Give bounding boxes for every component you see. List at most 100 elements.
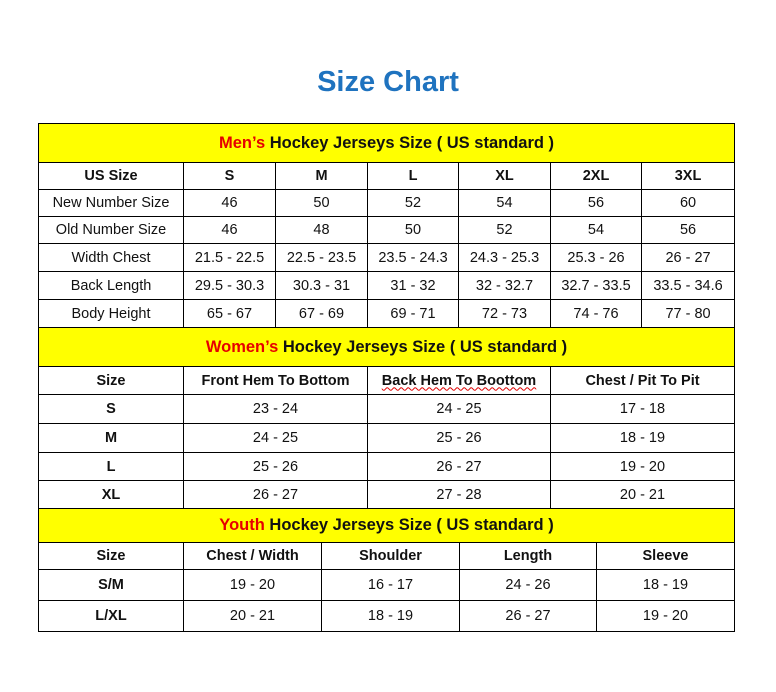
table-cell: 48	[275, 216, 368, 244]
column-header: Length	[459, 542, 597, 570]
column-header: 3XL	[640, 162, 736, 190]
table-cell: 60	[640, 189, 736, 217]
row-label: L	[38, 452, 184, 481]
row-label: XL	[38, 480, 184, 509]
table-cell: 19 - 20	[183, 569, 322, 601]
table-cell: 25 - 26	[367, 423, 551, 453]
men-column-header-row: US Size S M L XL 2XL 3XL	[38, 162, 736, 190]
column-header: Front Hem To Bottom	[183, 366, 368, 395]
women-heading-text: Hockey Jerseys Size ( US standard )	[278, 337, 568, 356]
table-cell: 16 - 17	[321, 569, 460, 601]
column-header-label: Back Hem To Boottom	[381, 372, 537, 389]
table-cell: 32 - 32.7	[458, 271, 551, 300]
column-header: XL	[458, 162, 551, 190]
column-header-label: S	[224, 168, 235, 184]
column-header-label: Length	[503, 548, 553, 564]
column-header: Shoulder	[321, 542, 460, 570]
table-cell: 22.5 - 23.5	[275, 243, 368, 272]
column-header-label: 3XL	[674, 168, 702, 184]
table-cell: 56	[550, 189, 642, 217]
table-cell: 54	[550, 216, 642, 244]
youth-heading-text: Hockey Jerseys Size ( US standard )	[264, 516, 554, 534]
table-row: S/M 19 - 20 16 - 17 24 - 26 18 - 19	[38, 569, 736, 601]
column-header-label: Size	[96, 372, 126, 389]
row-label: L/XL	[38, 600, 184, 632]
table-cell: 74 - 76	[550, 299, 642, 328]
table-cell: 31 - 32	[367, 271, 459, 300]
row-label: New Number Size	[38, 189, 184, 217]
column-header-label: Front Hem To Bottom	[201, 372, 350, 389]
table-row: New Number Size 46 50 52 54 56 60	[38, 189, 736, 217]
table-cell: 46	[183, 189, 276, 217]
column-header: Size	[38, 542, 184, 570]
table-cell: 25 - 26	[183, 452, 368, 481]
table-cell: 77 - 80	[640, 299, 736, 328]
column-header-label: Size	[96, 548, 126, 564]
table-row: Body Height 65 - 67 67 - 69 69 - 71 72 - 73 7…	[38, 299, 736, 328]
table-row: Width Chest 21.5 - 22.5 22.5 - 23.5 23.5 - …	[38, 243, 736, 272]
column-header-label: XL	[495, 168, 514, 184]
row-label: S/M	[38, 569, 184, 601]
table-cell: 19 - 20	[595, 600, 736, 632]
youth-column-header-row: Size Chest / Width Shoulder Length Sleeve	[38, 542, 736, 570]
table-cell: 23.5 - 24.3	[367, 243, 459, 272]
table-cell: 18 - 19	[549, 423, 736, 453]
table-cell: 29.5 - 30.3	[183, 271, 276, 300]
column-header-label: Sleeve	[642, 548, 689, 564]
men-heading-row: Men’s Hockey Jerseys Size ( US standard …	[37, 123, 736, 163]
table-row: L/XL 20 - 21 18 - 19 26 - 27 19 - 20	[38, 600, 736, 632]
row-label: S	[38, 394, 184, 424]
youth-heading-row: Youth Hockey Jerseys Size ( US standard …	[37, 508, 736, 543]
women-column-header-row: Size Front Hem To Bottom Back Hem To Boott…	[38, 366, 736, 395]
column-header: US Size	[38, 162, 184, 190]
column-header-label: Shoulder	[359, 548, 422, 564]
row-label: Back Length	[38, 271, 184, 300]
column-header: 2XL	[550, 162, 642, 190]
table-cell: 32.7 - 33.5	[550, 271, 642, 300]
men-heading-accent: Men’s	[219, 133, 266, 152]
column-header: Chest / Pit To Pit	[549, 366, 736, 395]
men-heading: Men’s Hockey Jerseys Size ( US standard …	[37, 123, 736, 163]
table-cell: 33.5 - 34.6	[640, 271, 736, 300]
youth-heading-accent: Youth	[219, 516, 265, 534]
row-label: Body Height	[38, 299, 184, 328]
women-heading: Women’s Hockey Jerseys Size ( US standar…	[37, 327, 736, 367]
table-cell: 54	[458, 189, 551, 217]
women-heading-accent: Women’s	[205, 337, 279, 356]
page-title: Size Chart	[317, 66, 459, 98]
table-cell: 18 - 19	[595, 569, 736, 601]
column-header: Size	[38, 366, 184, 395]
table-cell: 21.5 - 22.5	[183, 243, 276, 272]
table-cell: 52	[458, 216, 551, 244]
table-cell: 24.3 - 25.3	[458, 243, 551, 272]
table-cell: 20 - 21	[183, 600, 322, 632]
table-row: S 23 - 24 24 - 25 17 - 18	[38, 394, 736, 424]
table-cell: 30.3 - 31	[275, 271, 368, 300]
women-heading-row: Women’s Hockey Jerseys Size ( US standar…	[37, 327, 736, 367]
table-cell: 50	[275, 189, 368, 217]
table-row: Old Number Size 46 48 50 52 54 56	[38, 216, 736, 244]
table-cell: 67 - 69	[275, 299, 368, 328]
table-cell: 24 - 26	[459, 569, 597, 601]
table-cell: 26 - 27	[459, 600, 597, 632]
youth-heading: Youth Hockey Jerseys Size ( US standard …	[37, 508, 736, 543]
column-header: Back Hem To Boottom	[367, 366, 551, 395]
men-heading-text: Hockey Jerseys Size ( US standard )	[265, 133, 555, 152]
mens-size-table: Men’s Hockey Jerseys Size ( US standard …	[37, 123, 736, 328]
column-header-label: L	[408, 168, 418, 184]
table-cell: 26 - 27	[183, 480, 368, 509]
column-header: Sleeve	[595, 542, 736, 570]
column-header: S	[183, 162, 276, 190]
column-header: Chest / Width	[183, 542, 322, 570]
table-row: L 25 - 26 26 - 27 19 - 20	[38, 452, 736, 481]
table-cell: 69 - 71	[367, 299, 459, 328]
table-row: M 24 - 25 25 - 26 18 - 19	[38, 423, 736, 453]
table-row: Back Length 29.5 - 30.3 30.3 - 31 31 - 32 32…	[38, 271, 736, 300]
column-header-label: M	[315, 168, 328, 184]
row-label: M	[38, 423, 184, 453]
table-cell: 56	[640, 216, 736, 244]
column-header-label: 2XL	[582, 168, 610, 184]
table-cell: 52	[367, 189, 459, 217]
table-cell: 26 - 27	[640, 243, 736, 272]
table-cell: 18 - 19	[321, 600, 460, 632]
